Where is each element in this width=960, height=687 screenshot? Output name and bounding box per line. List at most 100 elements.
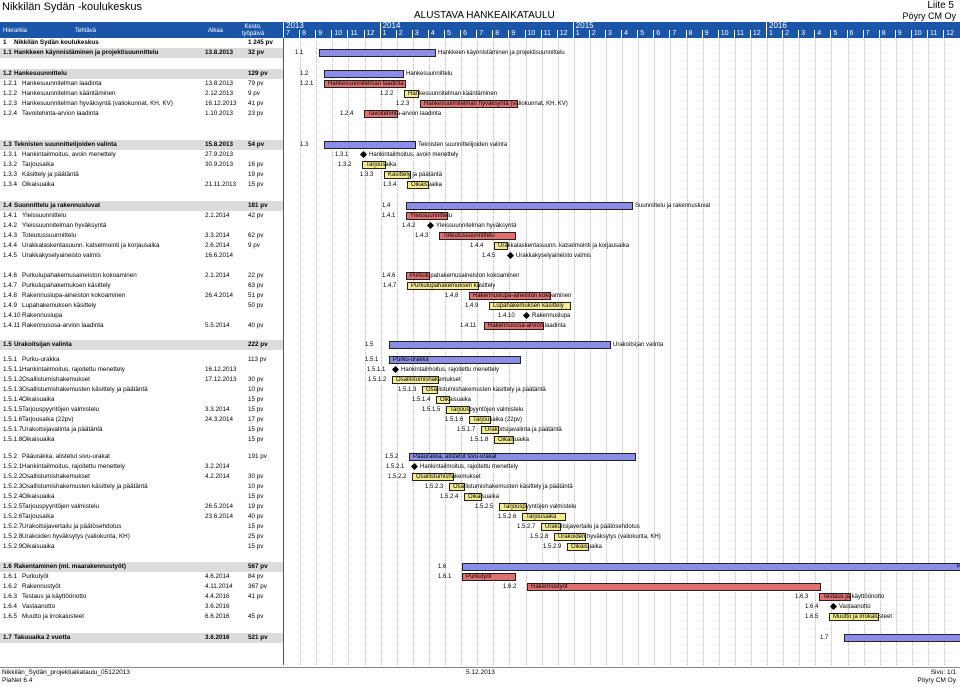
month-gridline bbox=[670, 38, 672, 665]
gantt-bar bbox=[407, 181, 429, 189]
bar-id-label: 1.5.1.5 bbox=[422, 407, 441, 413]
month-header: 2 bbox=[588, 30, 605, 38]
task-start: 5.5.2014 bbox=[205, 322, 230, 329]
month-gridline bbox=[654, 38, 656, 665]
task-id: 1.5.2.6 bbox=[3, 513, 23, 520]
task-duration: 567 pv bbox=[248, 563, 268, 570]
gantt-bar bbox=[422, 386, 438, 394]
task-id: 1.2.3 bbox=[3, 100, 18, 107]
task-id: 1.3 bbox=[3, 141, 12, 148]
bar-id-label: 1.5.1.6 bbox=[445, 417, 464, 423]
bar-id-label: 1.5.2.3 bbox=[425, 484, 444, 490]
bar-id-label: 1.4.10 bbox=[498, 313, 515, 319]
task-start: 2.6.2014 bbox=[205, 242, 230, 249]
column-header: Hierarkia Tehtävä Alkaa Kesto, työpäivä … bbox=[0, 22, 960, 38]
bar-id-label: 1.2.3 bbox=[396, 101, 410, 107]
task-id: 1.4.2 bbox=[3, 222, 18, 229]
task-start: 3.2.2014 bbox=[205, 463, 230, 470]
table-row: 1.4.2 Yleissuunnitelman hyväksyntä bbox=[0, 221, 283, 231]
task-name: Pääurakka, alistetut sivu-urakat bbox=[22, 453, 110, 460]
table-row: 1.4 Suunnittelu ja rakennusluvat 181 pv bbox=[0, 201, 283, 211]
task-name: Hankesuunnitelman laadinta bbox=[22, 80, 102, 87]
gantt-bar bbox=[469, 292, 551, 300]
table-row: 1.6.1 Purkutyöt 4.6.2014 84 pv bbox=[0, 572, 283, 582]
task-duration: 521 pv bbox=[248, 634, 268, 641]
milestone-icon bbox=[506, 251, 515, 260]
task-duration: 15 pv bbox=[248, 493, 264, 500]
task-id: 1.7 bbox=[3, 634, 12, 641]
task-start: 16.12.2013 bbox=[205, 366, 237, 373]
table-row: 1.4.10 Rakennuslupa bbox=[0, 311, 283, 321]
bar-label: Yleissuunnitelman hyväksyntä bbox=[436, 223, 517, 229]
gantt-bar bbox=[324, 141, 416, 149]
gantt-bar bbox=[449, 483, 465, 491]
col-task: Tehtävä bbox=[75, 28, 97, 34]
month-gridline bbox=[799, 38, 801, 665]
month-gridline bbox=[718, 38, 720, 665]
bar-id-label: 1.5.1.3 bbox=[398, 387, 417, 393]
bar-label: Tarjousaika (22pv) bbox=[473, 417, 523, 423]
task-id: 1.5.1.1 bbox=[3, 366, 23, 373]
task-id: 1.5.2.7 bbox=[3, 523, 23, 530]
table-row: 1.6.3 Testaus ja käyttöönotto 4.4.2016 41 p… bbox=[0, 592, 283, 602]
col-duration: Kesto, työpäivä bbox=[241, 24, 265, 37]
table-row: 1.5.2.7 Urakoitsijavertailu ja päätösehdo… bbox=[0, 522, 283, 532]
bar-label: Oikaisuaika bbox=[498, 437, 530, 443]
task-start: 30.9.2013 bbox=[205, 161, 234, 168]
task-start: 27.9.2013 bbox=[205, 151, 234, 158]
year-header-2016: 2016 bbox=[766, 22, 959, 30]
bar-label: Hankesuunnitelman laadinta bbox=[328, 81, 404, 87]
gantt-bar bbox=[844, 634, 960, 642]
month-gridline bbox=[396, 38, 398, 665]
task-name: Käsittely ja päätäntä bbox=[22, 171, 79, 178]
month-header: 9 bbox=[894, 30, 911, 38]
task-duration: 30 pv bbox=[248, 376, 264, 383]
table-row: 1.5.2.6 Tarjousaika 23.6.2014 40 pv bbox=[0, 512, 283, 522]
task-name: Tarjousaika bbox=[22, 513, 54, 520]
task-duration: 40 pv bbox=[248, 513, 264, 520]
gantt-bar bbox=[389, 356, 521, 364]
task-start: 24.3.2014 bbox=[205, 416, 234, 423]
milestone-icon bbox=[522, 311, 531, 320]
gantt-bar bbox=[481, 426, 499, 434]
table-row: 1.3 Teknisten suunnittelijoiden valinta 15… bbox=[0, 140, 283, 150]
bar-label: Pääurakka, alistetut sivu-urakat bbox=[413, 454, 497, 460]
month-gridline bbox=[477, 38, 479, 665]
task-duration: 9 pv bbox=[248, 242, 260, 249]
bar-id-label: 1.5.1.4 bbox=[412, 397, 431, 403]
task-duration: 23 pv bbox=[248, 110, 264, 117]
task-duration: 16 pv bbox=[248, 161, 264, 168]
gantt-bar bbox=[392, 376, 439, 384]
bar-label: Käsittely ja päätäntä bbox=[388, 172, 443, 178]
task-id: 1.4.9 bbox=[3, 302, 18, 309]
bar-label: Teknisten suunnittelijoiden valinta bbox=[418, 142, 508, 148]
table-row: 1.6.5 Muutto ja irrokalusteet 6.6.2016 45 p… bbox=[0, 612, 283, 622]
bar-id-label: 1.4.7 bbox=[383, 283, 397, 289]
task-name: Rakennusosa-arvion laadinta bbox=[22, 322, 104, 329]
table-row: 1.1 Hankkeen käynnistäminen ja projektisu… bbox=[0, 48, 283, 58]
bar-id-label: 1.6.3 bbox=[795, 594, 809, 600]
task-name: Urakoitsijavertailu ja päätösehdotus bbox=[22, 523, 122, 530]
task-duration: 181 pv bbox=[248, 202, 268, 209]
gantt-bar bbox=[406, 272, 430, 280]
gantt-bar bbox=[469, 416, 491, 424]
bar-label: Testaus ja käyttöönotto bbox=[823, 594, 885, 600]
bar-label: Urakkalaskentasuunn. katselmointi ja kor… bbox=[498, 243, 630, 249]
gantt-bar bbox=[319, 49, 436, 57]
table-row: 1.2.1 Hankesuunnitelman laadinta 13.8.2013… bbox=[0, 79, 283, 89]
task-name: Hankesuunnittelu bbox=[14, 70, 67, 77]
month-gridline bbox=[702, 38, 704, 665]
bar-label: Urakoiden hyväksytys (valiokunta, KH) bbox=[558, 534, 661, 540]
table-row: 1.6 Rakentaminen (ml. maarakennustyöt) 567… bbox=[0, 562, 283, 572]
task-id: 1.5.2.3 bbox=[3, 483, 23, 490]
bar-label: Lupahakemuksen käsittely bbox=[493, 303, 564, 309]
month-gridline bbox=[879, 38, 881, 665]
bar-label: Rakennusosa-arvion laadinta bbox=[488, 323, 566, 329]
task-id: 1.6.1 bbox=[3, 573, 18, 580]
bar-label: Tavoitehinta-arvion laadinta bbox=[368, 111, 442, 117]
month-gridline bbox=[783, 38, 785, 665]
table-row: 1.5.2 Pääurakka, alistetut sivu-urakat 191… bbox=[0, 452, 283, 462]
bar-label: Urakoitsijavalinta ja päätäntä bbox=[485, 427, 562, 433]
month-header: 3 bbox=[798, 30, 814, 38]
gantt-bar bbox=[567, 543, 589, 551]
